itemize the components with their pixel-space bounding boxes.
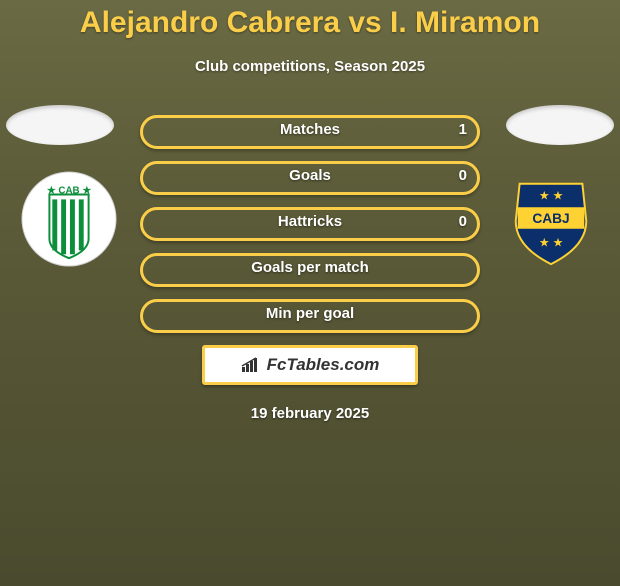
stat-row-goals-per-match: Goals per match	[140, 253, 480, 287]
stats-list: Matches 1 Goals 0 Hattricks 0 Goals per …	[140, 115, 480, 333]
stat-label: Goals per match	[143, 259, 477, 276]
stat-label: Matches	[143, 121, 477, 138]
club-crest-right: CABJ ★ ★ ★ ★	[502, 170, 600, 268]
boca-crest-text: CABJ	[532, 211, 569, 226]
stat-right-value: 0	[459, 213, 467, 230]
boca-crest-icon: CABJ ★ ★ ★ ★	[502, 170, 600, 268]
brand-text: FcTables.com	[241, 355, 380, 375]
player-photo-right-placeholder	[506, 105, 614, 145]
brand-attribution: FcTables.com	[202, 345, 418, 385]
svg-text:★ ★: ★ ★	[539, 236, 563, 249]
svg-text:★ ★: ★ ★	[539, 189, 563, 202]
svg-text:★ CAB ★: ★ CAB ★	[47, 186, 91, 197]
stat-row-goals: Goals 0	[140, 161, 480, 195]
snapshot-date: 19 february 2025	[0, 405, 620, 422]
season-subtitle: Club competitions, Season 2025	[0, 58, 620, 75]
comparison-title: Alejandro Cabrera vs I. Miramon	[0, 6, 620, 40]
brand-label: FcTables.com	[267, 355, 380, 375]
player-photo-left-placeholder	[6, 105, 114, 145]
comparison-container: ★ CAB ★ CABJ ★ ★ ★ ★ Matches 1 Goals 0	[0, 115, 620, 422]
stat-label: Min per goal	[143, 305, 477, 322]
stat-right-value: 0	[459, 167, 467, 184]
stat-row-matches: Matches 1	[140, 115, 480, 149]
stat-right-value: 1	[459, 121, 467, 138]
stat-label: Hattricks	[143, 213, 477, 230]
club-crest-left: ★ CAB ★	[20, 170, 118, 268]
stat-row-hattricks: Hattricks 0	[140, 207, 480, 241]
stat-row-min-per-goal: Min per goal	[140, 299, 480, 333]
bar-chart-icon	[241, 357, 263, 373]
stat-label: Goals	[143, 167, 477, 184]
banfield-crest-icon: ★ CAB ★	[20, 170, 118, 268]
